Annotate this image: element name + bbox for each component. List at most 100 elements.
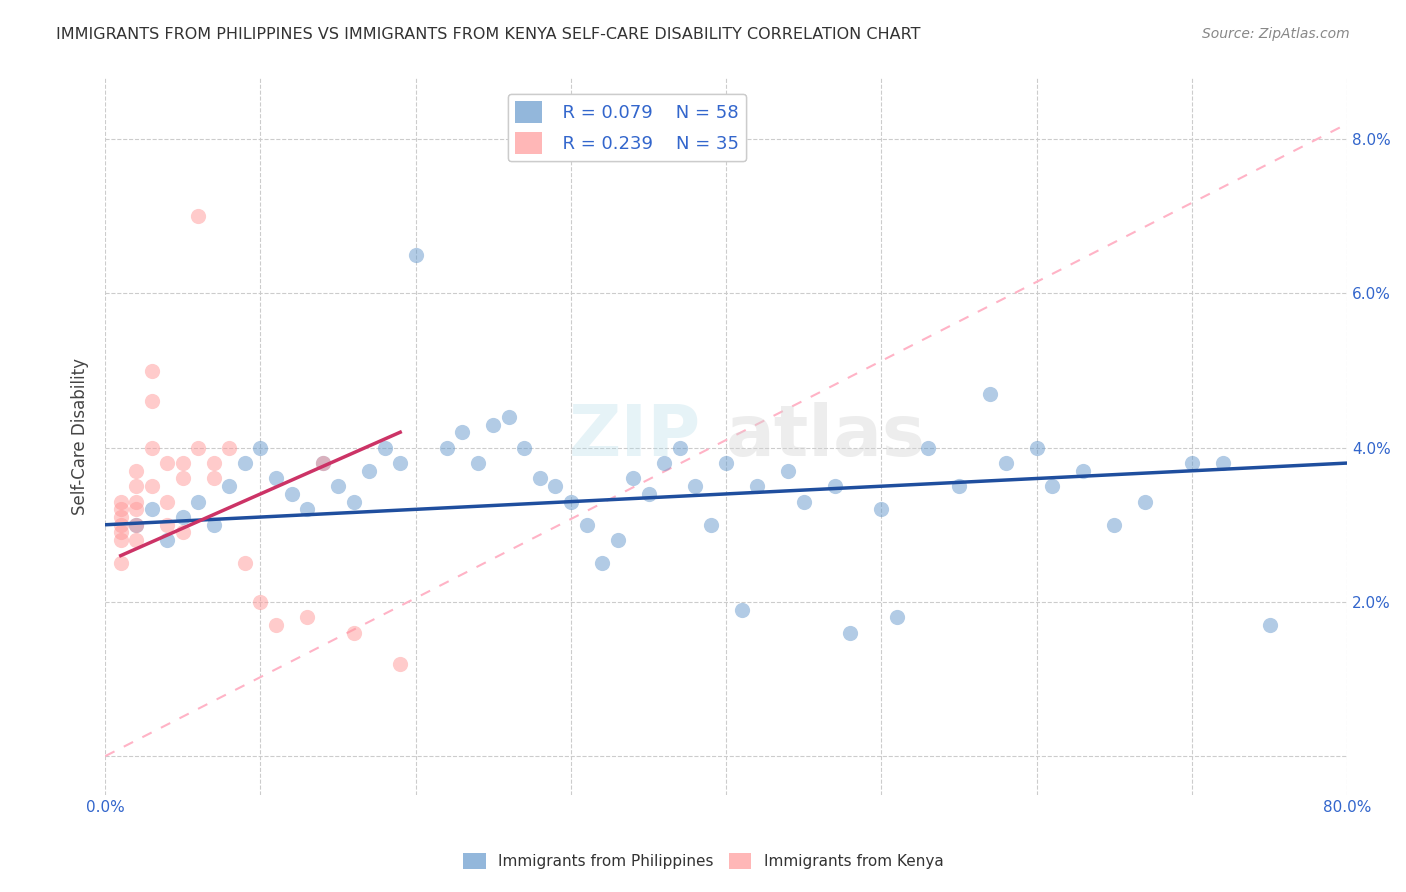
- Point: [1212, 456, 1234, 470]
- Point: [1040, 479, 1063, 493]
- Y-axis label: Self-Care Disability: Self-Care Disability: [72, 358, 89, 515]
- Point: [125, 533, 148, 548]
- Point: [451, 425, 474, 440]
- Point: [513, 441, 536, 455]
- Text: ZIP: ZIP: [569, 401, 702, 471]
- Point: [187, 441, 209, 455]
- Point: [793, 494, 815, 508]
- Point: [156, 517, 179, 532]
- Point: [778, 464, 800, 478]
- Point: [202, 517, 225, 532]
- Point: [668, 441, 690, 455]
- Point: [141, 479, 163, 493]
- Point: [560, 494, 582, 508]
- Point: [187, 209, 209, 223]
- Legend: Immigrants from Philippines, Immigrants from Kenya: Immigrants from Philippines, Immigrants …: [457, 847, 949, 875]
- Point: [141, 502, 163, 516]
- Point: [575, 517, 598, 532]
- Point: [343, 625, 366, 640]
- Point: [1073, 464, 1095, 478]
- Point: [125, 479, 148, 493]
- Point: [917, 441, 939, 455]
- Point: [202, 456, 225, 470]
- Point: [606, 533, 628, 548]
- Point: [1135, 494, 1157, 508]
- Point: [218, 479, 240, 493]
- Point: [359, 464, 381, 478]
- Point: [172, 471, 194, 485]
- Point: [498, 409, 520, 424]
- Point: [839, 625, 862, 640]
- Point: [311, 456, 333, 470]
- Point: [187, 494, 209, 508]
- Point: [125, 494, 148, 508]
- Point: [529, 471, 551, 485]
- Text: Source: ZipAtlas.com: Source: ZipAtlas.com: [1202, 27, 1350, 41]
- Point: [326, 479, 349, 493]
- Point: [405, 248, 427, 262]
- Point: [1025, 441, 1047, 455]
- Point: [467, 456, 489, 470]
- Point: [249, 595, 271, 609]
- Point: [172, 510, 194, 524]
- Point: [110, 557, 132, 571]
- Point: [886, 610, 908, 624]
- Point: [125, 464, 148, 478]
- Point: [591, 557, 613, 571]
- Point: [389, 657, 412, 671]
- Point: [110, 525, 132, 540]
- Point: [125, 517, 148, 532]
- Point: [233, 557, 256, 571]
- Point: [389, 456, 412, 470]
- Point: [110, 533, 132, 548]
- Point: [141, 394, 163, 409]
- Point: [125, 517, 148, 532]
- Point: [948, 479, 970, 493]
- Point: [264, 471, 287, 485]
- Point: [110, 502, 132, 516]
- Point: [311, 456, 333, 470]
- Point: [994, 456, 1017, 470]
- Point: [731, 602, 754, 616]
- Point: [637, 487, 659, 501]
- Point: [125, 502, 148, 516]
- Point: [747, 479, 769, 493]
- Point: [979, 386, 1001, 401]
- Point: [699, 517, 721, 532]
- Point: [1181, 456, 1204, 470]
- Point: [683, 479, 706, 493]
- Point: [374, 441, 396, 455]
- Point: [110, 494, 132, 508]
- Point: [172, 525, 194, 540]
- Point: [110, 517, 132, 532]
- Point: [482, 417, 505, 432]
- Point: [156, 494, 179, 508]
- Point: [141, 441, 163, 455]
- Point: [544, 479, 567, 493]
- Point: [156, 456, 179, 470]
- Point: [1258, 618, 1281, 632]
- Point: [716, 456, 738, 470]
- Point: [218, 441, 240, 455]
- Point: [295, 502, 318, 516]
- Point: [233, 456, 256, 470]
- Legend:   R = 0.079    N = 58,   R = 0.239    N = 35: R = 0.079 N = 58, R = 0.239 N = 35: [508, 94, 747, 161]
- Point: [870, 502, 893, 516]
- Point: [249, 441, 271, 455]
- Point: [824, 479, 846, 493]
- Point: [652, 456, 675, 470]
- Point: [1104, 517, 1126, 532]
- Point: [141, 363, 163, 377]
- Point: [280, 487, 302, 501]
- Point: [621, 471, 644, 485]
- Point: [110, 510, 132, 524]
- Point: [172, 456, 194, 470]
- Text: atlas: atlas: [727, 401, 927, 471]
- Point: [436, 441, 458, 455]
- Point: [202, 471, 225, 485]
- Text: IMMIGRANTS FROM PHILIPPINES VS IMMIGRANTS FROM KENYA SELF-CARE DISABILITY CORREL: IMMIGRANTS FROM PHILIPPINES VS IMMIGRANT…: [56, 27, 921, 42]
- Point: [156, 533, 179, 548]
- Point: [343, 494, 366, 508]
- Point: [264, 618, 287, 632]
- Point: [295, 610, 318, 624]
